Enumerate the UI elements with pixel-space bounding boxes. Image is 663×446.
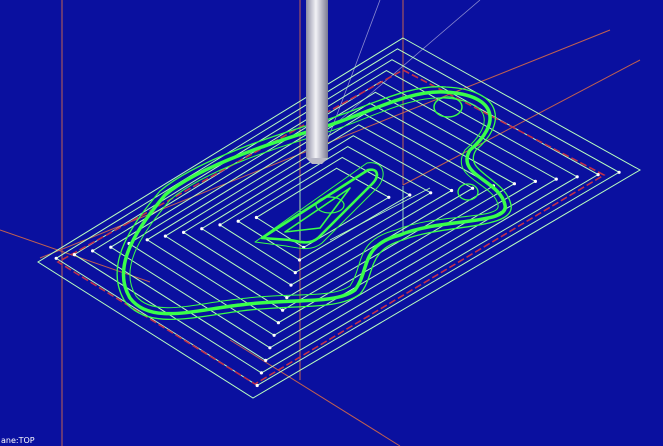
corner-circle-right: [457, 183, 479, 201]
offset-loop: [37, 37, 642, 399]
toolpath-node: [200, 227, 204, 231]
inner-triangle-core: [284, 187, 351, 233]
toolpath-node: [163, 234, 167, 238]
toolpath-node: [259, 371, 263, 375]
toolpath-node: [512, 182, 517, 186]
part-contours: [116, 86, 512, 321]
toolpath-node: [255, 383, 259, 388]
toolpath-node: [254, 215, 258, 220]
toolpath-node: [281, 308, 285, 312]
toolpath-node: [289, 283, 293, 287]
toolpath-node: [218, 223, 222, 227]
inner-triangle-contour-offset: [254, 162, 384, 250]
view-plane-label: ane:TOP: [1, 436, 35, 445]
toolpath-node: [533, 179, 538, 183]
toolpath-node: [387, 195, 391, 199]
toolpath-node: [272, 333, 276, 337]
endmill-tool-icon: [306, 0, 328, 164]
toolpath-node: [145, 238, 149, 242]
toolpath-node: [617, 170, 621, 174]
toolpath-node: [91, 249, 95, 253]
toolpath-node: [408, 193, 412, 197]
pocket-circle: [315, 196, 345, 214]
toolpath-node: [109, 245, 113, 249]
toolpath-node: [236, 219, 240, 223]
toolpath-node: [575, 175, 579, 179]
toolpath-node: [54, 256, 58, 260]
toolpath-node: [182, 230, 186, 234]
toolpath-node: [471, 186, 475, 190]
inner-triangle-contour: [260, 168, 379, 244]
toolpath-node: [72, 253, 76, 257]
toolpath-node: [276, 321, 280, 325]
toolpath-node: [285, 296, 289, 300]
toolpath-node: [268, 346, 272, 350]
outer-part-contour-offset-2: [129, 97, 499, 309]
corner-circle-top: [433, 96, 463, 118]
toolpath-node: [596, 173, 600, 177]
outer-part-contour-offset: [116, 86, 512, 321]
toolpath-node: [293, 271, 297, 275]
toolpath-node: [450, 188, 454, 193]
toolpath-node: [554, 177, 558, 181]
outer-part-contour: [121, 90, 507, 316]
toolpath-node: [297, 258, 302, 262]
toolpath-node: [264, 358, 268, 362]
toolpath-node: [429, 191, 433, 195]
